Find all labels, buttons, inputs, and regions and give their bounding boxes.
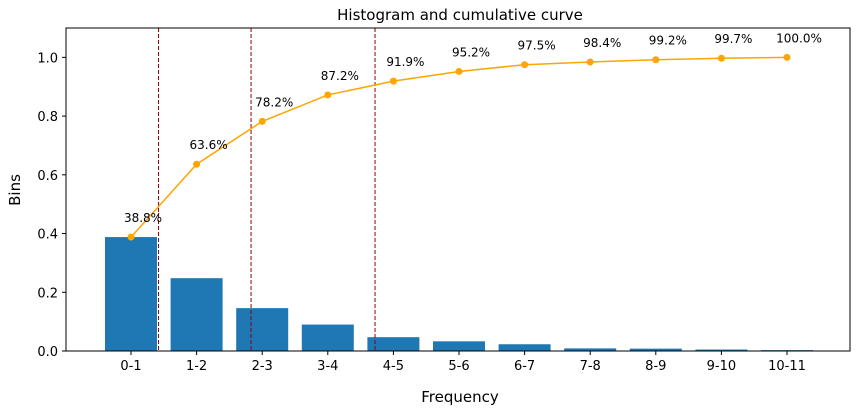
point-label: 63.6% [190,138,228,152]
point-label: 87.2% [321,69,359,83]
point-label: 78.2% [255,95,293,109]
bar [301,324,354,351]
cumulative-point [455,67,463,75]
point-label: 98.4% [583,36,621,50]
cumulative-point [389,77,397,85]
point-label: 99.7% [714,32,752,46]
cumulative-point [127,233,135,241]
bar [236,308,289,351]
x-axis-label: Frequency [421,388,499,406]
bar [629,348,682,351]
bar [498,344,551,351]
cumulative-point [521,61,529,69]
x-tick-label: 10-11 [768,359,806,374]
bar [170,278,223,351]
x-tick-label: 4-5 [383,359,404,374]
point-label: 91.9% [386,55,424,69]
bar [433,341,485,351]
point-label: 97.5% [518,39,556,53]
cumulative-point [586,58,594,66]
x-tick-label: 1-2 [186,359,207,374]
chart-title: Histogram and cumulative curve [337,6,583,24]
point-label: 95.2% [452,45,490,59]
y-tick-label: 0.2 [37,286,58,301]
bar [105,237,157,351]
cumulative-point [717,54,725,62]
cumulative-point [652,56,660,64]
cumulative-point [783,53,791,61]
x-tick-label: 3-4 [317,359,338,374]
x-tick-label: 5-6 [448,359,469,374]
point-label: 99.2% [649,34,687,48]
x-tick-label: 2-3 [252,359,273,374]
x-tick-label: 6-7 [514,359,535,374]
x-tick-label: 7-8 [580,359,601,374]
x-tick-label: 9-10 [707,359,737,374]
cumulative-point [258,117,266,125]
cumulative-point [193,160,201,168]
bar [695,349,748,351]
y-axis-label: Bins [6,174,24,206]
plot-area: 38.8% 63.6% 78.2% 87.2% 91.9% 95.2% 97.5% 98.4%… [37,27,851,374]
y-tick-label: 0.6 [37,169,58,184]
y-tick-label: 0.0 [37,345,58,360]
point-label: 38.8% [124,211,162,225]
x-tick-label: 8-9 [645,359,666,374]
y-tick-label: 1.0 [37,51,58,66]
y-tick-label: 0.4 [37,228,58,243]
plot-frame [65,27,851,352]
bar [564,348,617,351]
bar [367,337,420,351]
x-tick-label: 0-1 [120,359,141,374]
y-tick-label: 0.8 [37,110,58,125]
point-label: 100.0% [776,31,822,45]
cumulative-line [130,56,788,238]
cumulative-point [324,91,332,99]
